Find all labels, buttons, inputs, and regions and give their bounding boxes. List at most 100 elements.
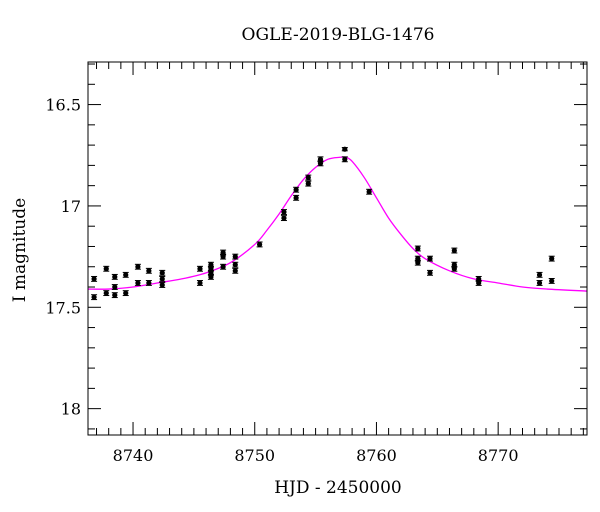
data-points-group	[91, 146, 555, 301]
data-marker	[366, 189, 372, 195]
data-marker	[220, 254, 226, 260]
data-point	[196, 280, 203, 286]
data-point	[293, 194, 300, 201]
data-point	[159, 269, 166, 276]
data-point	[159, 275, 166, 282]
data-point	[232, 267, 239, 274]
y-tick-label: 16.5	[45, 96, 81, 115]
data-point	[111, 292, 118, 299]
data-point	[159, 282, 166, 288]
data-point	[220, 253, 227, 260]
plot-frame	[87, 61, 588, 436]
data-marker	[232, 262, 238, 268]
data-marker	[427, 256, 433, 262]
data-marker	[103, 266, 109, 272]
data-point	[426, 255, 433, 262]
y-tick-label: 17	[61, 197, 81, 216]
data-point	[548, 278, 555, 284]
data-marker	[549, 278, 555, 284]
data-marker	[536, 272, 543, 278]
data-marker	[549, 256, 555, 262]
data-marker	[208, 274, 214, 280]
data-point	[293, 186, 300, 193]
data-marker	[293, 187, 299, 193]
data-marker	[112, 284, 118, 290]
data-marker	[135, 264, 141, 270]
chart-title: OGLE-2019-BLG-1476	[242, 25, 435, 45]
data-point	[122, 271, 129, 278]
data-marker	[451, 266, 457, 272]
data-marker	[123, 290, 129, 296]
data-point	[475, 280, 482, 286]
y-tick-label: 18	[61, 400, 81, 419]
data-point	[341, 156, 348, 163]
model-curve	[87, 156, 588, 292]
data-point	[366, 188, 373, 195]
data-marker	[232, 268, 238, 274]
data-point	[134, 280, 141, 286]
data-point	[103, 290, 110, 297]
data-point	[280, 209, 287, 215]
data-point	[536, 271, 543, 278]
data-marker	[427, 270, 433, 276]
data-marker	[281, 215, 287, 221]
data-point	[91, 294, 98, 301]
x-tick-label: 8770	[478, 446, 519, 465]
data-point	[305, 180, 312, 187]
data-point	[414, 259, 421, 266]
data-point	[111, 284, 118, 290]
data-marker	[112, 274, 118, 280]
data-point	[414, 245, 421, 252]
data-point	[145, 280, 152, 286]
data-marker	[91, 276, 97, 282]
data-marker	[91, 294, 97, 300]
x-axis-label: HJD - 2450000	[274, 478, 402, 498]
data-marker	[281, 209, 287, 215]
data-point	[232, 261, 239, 268]
data-marker	[476, 280, 482, 286]
data-marker	[208, 266, 214, 272]
data-point	[91, 275, 98, 282]
data-point	[305, 174, 312, 181]
data-marker	[103, 290, 109, 296]
data-marker	[451, 247, 457, 254]
x-tick-labels: 8740 8750 8760 8770	[113, 446, 519, 465]
data-point	[196, 265, 203, 272]
data-marker	[112, 292, 118, 298]
x-tick-label: 8750	[234, 446, 275, 465]
data-marker	[159, 270, 165, 276]
data-point	[317, 160, 324, 167]
axis-ticks	[88, 62, 587, 435]
data-marker	[197, 266, 203, 272]
data-marker	[536, 280, 543, 286]
data-marker	[232, 254, 238, 260]
data-marker	[159, 276, 165, 282]
data-marker	[123, 272, 129, 278]
x-tick-label: 8760	[356, 446, 397, 465]
data-marker	[415, 245, 421, 252]
data-point	[207, 265, 214, 272]
x-tick-label: 8740	[113, 446, 154, 465]
data-marker	[342, 146, 348, 152]
data-point	[103, 265, 110, 272]
data-marker	[159, 282, 165, 288]
data-point	[341, 146, 348, 152]
data-marker	[220, 264, 226, 270]
data-point	[548, 255, 555, 262]
data-point	[451, 265, 458, 272]
data-marker	[342, 156, 348, 162]
data-marker	[146, 280, 152, 286]
data-marker	[293, 195, 299, 201]
data-point	[451, 247, 458, 254]
data-marker	[146, 268, 152, 274]
data-point	[426, 269, 433, 276]
data-point	[536, 280, 543, 286]
data-point	[232, 253, 239, 260]
data-point	[207, 273, 214, 280]
data-marker	[135, 280, 141, 286]
y-tick-label: 17.5	[45, 298, 81, 317]
data-marker	[317, 160, 324, 166]
data-marker	[305, 174, 311, 181]
data-marker	[197, 280, 203, 286]
